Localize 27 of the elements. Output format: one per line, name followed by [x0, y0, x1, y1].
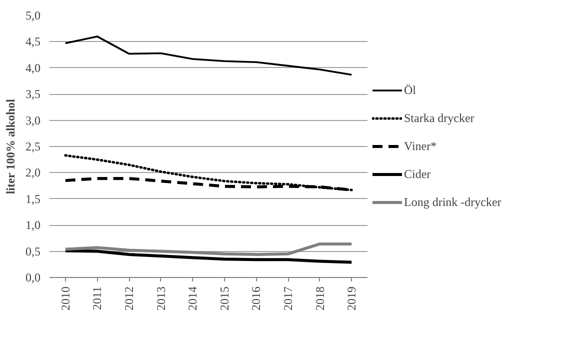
x-tick-label: 2018 [312, 286, 327, 310]
legend-label: Viner* [404, 138, 437, 154]
y-tick-label: 3,0 [26, 113, 40, 128]
x-tick-label: 2013 [154, 286, 168, 310]
x-tick-label: 2019 [344, 286, 359, 310]
x-tick-label: 2017 [281, 286, 295, 310]
y-axis-title: liter 100% alkohol [4, 98, 18, 194]
legend-label: Cider [404, 166, 431, 182]
y-tick-label: 1,0 [26, 218, 40, 232]
y-tick-label: 0,0 [26, 270, 40, 284]
legend-label: Long drink -drycker [404, 194, 502, 210]
x-tick-label: 2010 [58, 286, 72, 310]
y-tick-label: 3,5 [26, 87, 40, 102]
y-tick-label: 0,5 [26, 244, 40, 258]
y-tick-label: 2,5 [26, 140, 40, 154]
y-tick-label: 1,5 [26, 192, 40, 206]
y-tick-label: 5,0 [26, 8, 40, 22]
x-tick-label: 2015 [217, 286, 232, 310]
x-tick-label: 2012 [122, 286, 136, 310]
y-tick-label: 2,0 [26, 166, 40, 180]
y-tick-label: 4,0 [26, 60, 40, 75]
x-tick-label: 2011 [90, 286, 104, 310]
legend-label: Starka drycker [404, 110, 474, 126]
x-tick-label: 2014 [186, 286, 200, 310]
y-tick-label: 4,5 [26, 34, 40, 49]
legend-label: Öl [404, 82, 417, 98]
x-tick-label: 2016 [249, 286, 264, 310]
